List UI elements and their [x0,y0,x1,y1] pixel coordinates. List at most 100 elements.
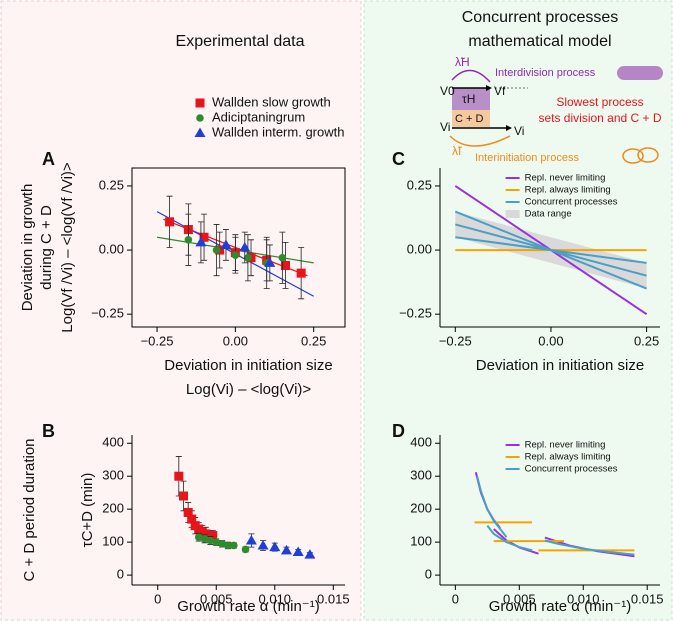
marker [212,538,221,546]
marker [200,535,209,543]
legend-marker [196,114,204,122]
right-panel [363,0,673,621]
legend-label: Repl. never limiting [525,440,606,451]
left-panel [0,0,362,621]
legend-label: Concurrent processes [525,464,618,475]
marker [280,260,290,270]
x-tick-label: −0.25 [141,333,174,348]
x-axis-label: Growth rate α (min⁻¹) [489,598,631,615]
marker [231,251,240,259]
legend-marker [194,127,206,137]
y-tick-label: 0.25 [407,177,432,192]
marker [269,541,281,552]
x-tick-label: 0.015 [317,591,350,606]
legend-label: Repl. always limiting [525,452,611,463]
x-axis-label: Log(Vi) – <log(Vi)> [186,381,312,398]
panel-letter: B [42,421,55,441]
panel-letter: C [392,149,405,169]
x-axis-label: Deviation in initiation size [164,357,332,374]
marker [165,217,175,227]
y-tick-label: 100 [410,534,432,549]
legend-label: Concurrent processes [525,197,618,208]
line [454,210,647,290]
line [476,475,635,556]
y-tick-label: 0.25 [99,177,124,192]
label: Vi [514,124,524,138]
label: sets division and C + D [538,111,661,125]
arc [449,135,511,147]
y-tick-label: 300 [102,468,124,483]
cell-icon [617,66,663,80]
x-tick-label: −0.25 [439,333,472,348]
x-tick-label: 0.010 [259,591,292,606]
y-axis-label: during C + D [38,205,55,290]
label: λ̃I [452,144,463,158]
marker [184,236,193,244]
legend-label: Wallden interm. growth [212,124,344,139]
label: λ̃H [455,55,470,69]
marker [245,534,257,545]
y-tick-label: 0 [117,567,124,582]
label: τH [462,92,475,106]
y-tick-label: 200 [410,501,432,516]
x-tick-label: 0.00 [538,333,563,348]
marker [220,239,232,249]
plot-frame [131,167,346,328]
marker [208,531,218,541]
marker [174,471,184,481]
legend-label: Data range [525,209,572,220]
marker [206,536,215,545]
x-tick-label: 0.010 [567,591,600,606]
marker [230,541,238,550]
panel-letter: D [392,421,405,441]
marker [183,507,193,517]
header: Concurrent processes [462,9,619,26]
legend-swatch [505,210,520,218]
y-axis-label: C + D period duration [21,439,38,582]
marker [239,242,251,252]
x-tick-label: 0.005 [503,591,536,606]
marker [194,533,203,541]
label: Vi [440,120,450,134]
model-diagram: λ̃H Interdivision process V0 τH Vf C + D… [440,55,663,164]
marker [257,539,269,550]
y-tick-label: 0 [425,567,432,582]
marker [296,268,306,278]
arrow-head [506,125,512,131]
legend-label: Repl. never limiting [525,173,606,184]
header: Experimental data [176,33,305,50]
marker [187,514,197,524]
marker [244,253,252,262]
y-tick-label: 400 [410,435,432,450]
y-tick-label: 0.00 [99,242,124,257]
marker [224,541,232,550]
label: Interdivision process [495,67,596,79]
x-tick-label: 0 [154,591,161,606]
box [452,88,490,110]
x-tick-label: 0.25 [634,333,659,348]
marker [280,544,292,555]
x-tick-label: 0 [452,591,459,606]
arrow-head [486,85,492,91]
cell-icon [622,148,644,164]
y-tick-label: 200 [102,501,124,516]
marker [195,236,207,247]
legend-label: Adiciptaningrum [212,109,305,124]
y-tick-label: −0.25 [91,306,124,321]
marker [218,539,226,548]
y-tick-label: −0.25 [399,306,432,321]
x-tick-label: 0.015 [631,591,664,606]
marker [199,232,209,242]
label: Slowest process [556,95,643,109]
x-tick-label: 0.005 [200,591,233,606]
y-axis-label: Log(Vf /Vi) – <log(Vf /Vi)> [59,162,76,333]
y-tick-label: 0.00 [407,242,432,257]
marker [241,545,250,554]
marker [304,549,316,559]
marker [278,253,287,262]
header: mathematical model [468,33,611,50]
legend-label: Wallden slow growth [212,94,331,109]
legend-marker [195,98,205,108]
label: V0 [440,84,455,98]
